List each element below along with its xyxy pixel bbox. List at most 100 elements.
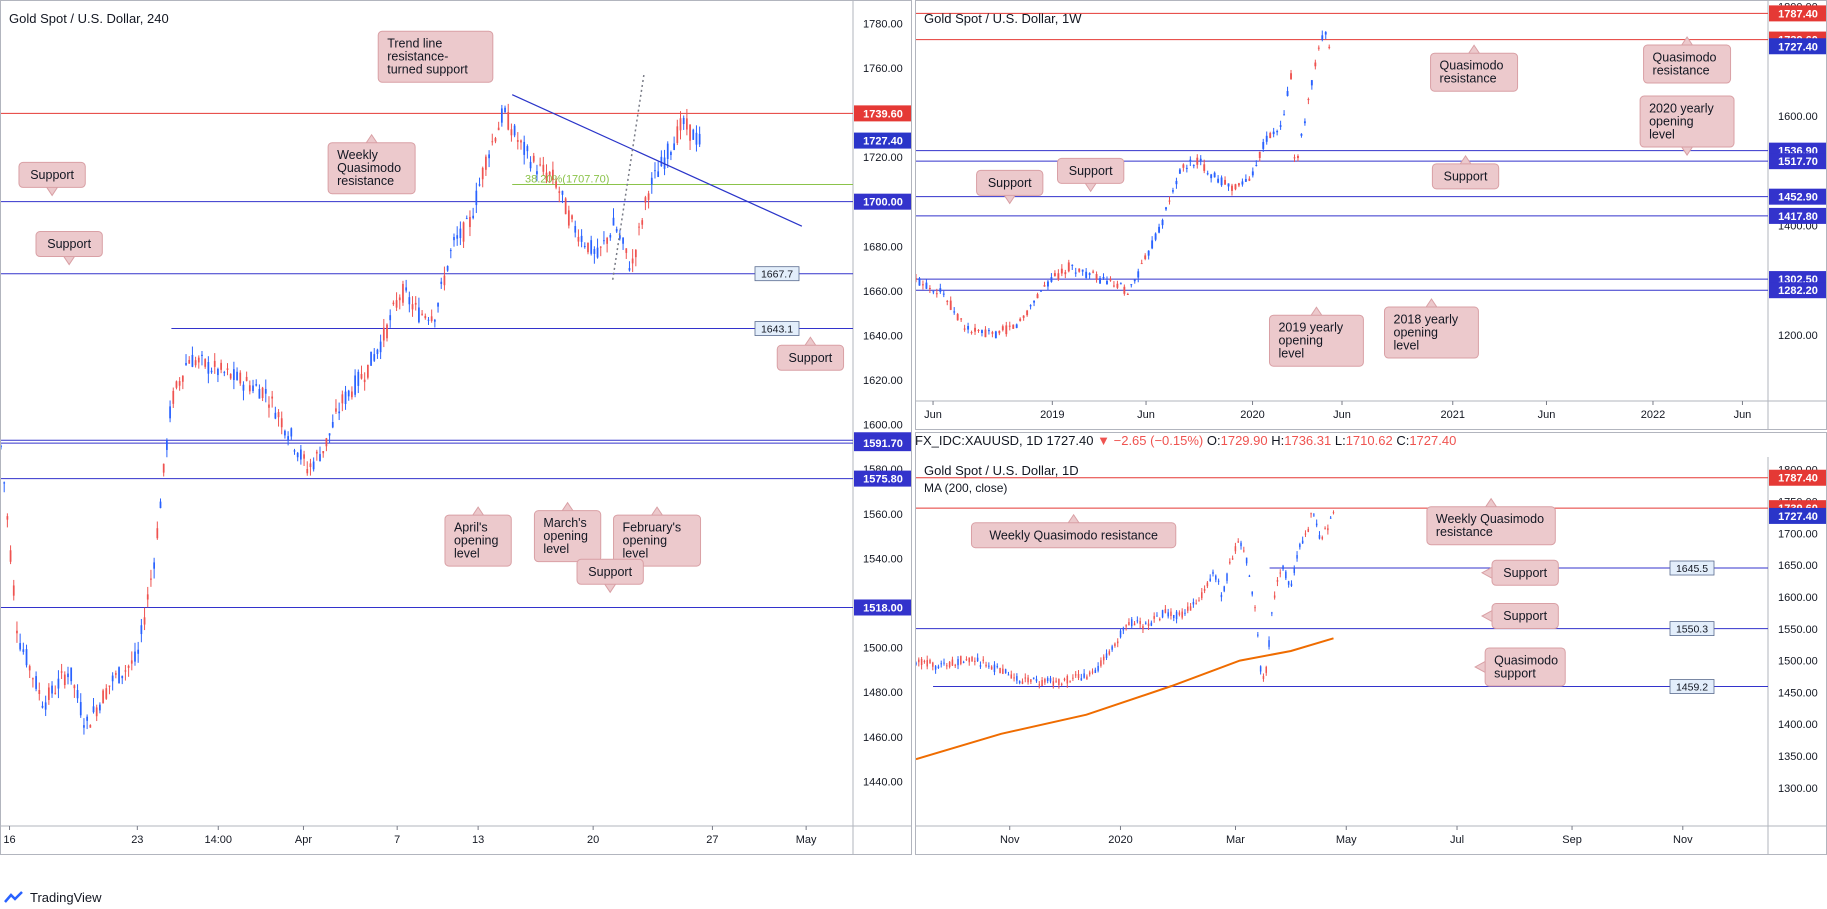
candle-body — [1189, 606, 1192, 611]
candle-body — [1158, 226, 1161, 233]
candle-body — [1015, 324, 1018, 328]
candle-body — [1043, 285, 1046, 287]
candle-body — [946, 665, 948, 667]
tradingview-footer[interactable]: TradingView — [4, 887, 102, 907]
candle-body — [1203, 164, 1206, 171]
candle-body — [1007, 674, 1010, 676]
candle-body — [951, 659, 954, 666]
candle-body — [25, 649, 28, 666]
candle-body — [1050, 277, 1053, 282]
candle-body — [465, 218, 468, 220]
callout-text: Weekly Quasimodo — [1436, 512, 1544, 526]
candle-body — [1144, 622, 1147, 624]
candle-body — [1032, 677, 1035, 680]
callout-text: level — [543, 542, 569, 556]
candle-body — [1133, 623, 1136, 626]
candle-body — [1324, 32, 1327, 35]
price-tick-label: 1700.00 — [1778, 528, 1818, 540]
candle-body — [935, 293, 938, 295]
callout-text: level — [454, 547, 480, 561]
candle-body — [542, 164, 545, 172]
candle-body — [312, 461, 315, 470]
price-tick-label: 1350.00 — [1778, 751, 1818, 763]
candle-body — [1021, 681, 1024, 684]
candle-body — [172, 390, 175, 404]
candle-body — [937, 666, 940, 669]
candle-body — [1019, 318, 1022, 321]
time-tick-label: 23 — [131, 834, 143, 846]
price-label: 1787.40 — [1778, 473, 1818, 485]
candle-body — [940, 663, 942, 665]
candle-body — [261, 387, 264, 399]
callout-pointer — [1480, 609, 1494, 623]
candle-body — [488, 154, 490, 159]
callout-text: Weekly — [337, 148, 379, 162]
price-tick-label: 1600.00 — [863, 420, 903, 432]
chart-panel-4h[interactable]: 1440.001460.001480.001500.001520.001540.… — [0, 0, 912, 855]
time-tick-label: Mar — [1226, 834, 1245, 846]
candle-body — [475, 190, 478, 206]
price-label-box — [1769, 282, 1826, 299]
chart-panel-1w[interactable]: 1200.001400.001600.001800.00Jun2019Jun20… — [915, 0, 1827, 430]
chart-1d[interactable]: 1300.00 1350.00 1400.00 1450.00 1500.00 1550.… — [916, 433, 1827, 855]
candle-body — [974, 660, 976, 662]
candle-body — [571, 215, 573, 220]
candle-body — [47, 687, 50, 700]
price-tick-label: 1780.00 — [863, 18, 903, 30]
candle-body — [971, 656, 973, 662]
callout-text: Support — [1069, 164, 1113, 178]
candle-body — [1178, 169, 1181, 174]
candle-body — [1262, 676, 1265, 679]
annotation-callout: Support — [35, 231, 103, 266]
candle-body — [1116, 283, 1119, 288]
candle-body — [510, 129, 513, 136]
level-tag-box — [754, 321, 800, 336]
candle-body — [453, 237, 455, 241]
candle-body — [140, 625, 143, 635]
price-tick-label: 1720.00 — [863, 152, 903, 164]
candle-body — [596, 247, 599, 258]
chart-4h[interactable]: 1440.001460.001480.001500.001520.001540.… — [1, 1, 912, 855]
candle-body — [939, 288, 942, 292]
candle-body — [670, 152, 672, 156]
candle-body — [548, 171, 551, 176]
candle-body — [306, 469, 309, 474]
candle-body — [1213, 172, 1216, 178]
candle-body — [360, 373, 363, 379]
chart-1w[interactable]: 1200.001400.001600.001800.00Jun2019Jun20… — [916, 1, 1827, 430]
price-tick-label: 1620.00 — [863, 375, 903, 387]
callout-text: turned support — [387, 63, 468, 77]
candle-body — [3, 482, 6, 484]
candle-body — [1243, 550, 1245, 552]
callout-text: March's — [543, 516, 586, 530]
candle-body — [242, 384, 245, 391]
candle-body — [976, 657, 979, 661]
candle-body — [280, 418, 283, 428]
candle-body — [1276, 131, 1279, 133]
candle-body — [625, 248, 628, 253]
candle-body — [956, 314, 959, 321]
candle-body — [1315, 523, 1318, 526]
candle-body — [1116, 641, 1119, 644]
candle-body — [130, 660, 133, 664]
candle-body — [290, 428, 293, 437]
candle-body — [1220, 177, 1223, 186]
candle-body — [194, 360, 197, 366]
price-label: 1417.80 — [1778, 211, 1818, 223]
chart-panel-1d[interactable]: 1300.00 1350.00 1400.00 1450.00 1500.00 1550.… — [915, 432, 1827, 855]
candle-body — [1215, 575, 1217, 580]
candle-body — [379, 341, 382, 353]
candle-body — [1223, 586, 1225, 592]
time-tick-label: 2020 — [1108, 834, 1132, 846]
candle-body — [536, 171, 538, 175]
candle-body — [1199, 158, 1202, 161]
candle-body — [1024, 677, 1027, 679]
candle-body — [1150, 622, 1153, 626]
candle-body — [1192, 601, 1195, 605]
price-tick-label: 1200.00 — [1778, 330, 1818, 342]
candle-body — [1237, 183, 1240, 186]
candle-body — [309, 463, 312, 468]
candle-body — [960, 656, 962, 664]
candle-body — [414, 302, 417, 305]
